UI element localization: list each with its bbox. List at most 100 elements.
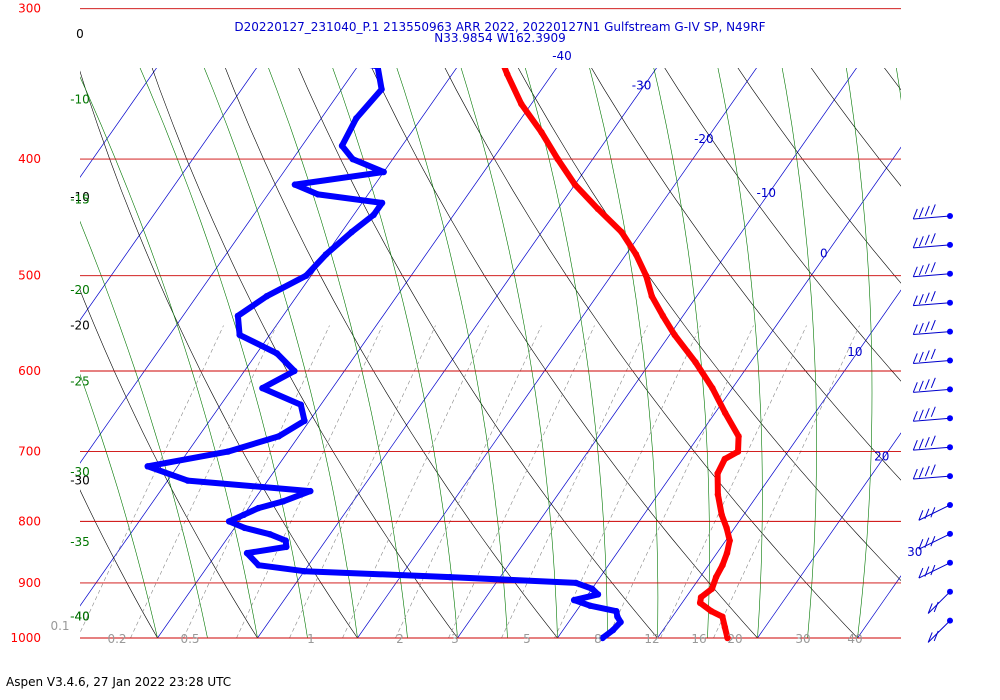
dewpoint-profile-point (378, 199, 386, 207)
dry-adiabat-line (225, 68, 558, 639)
wind-barb-feather (930, 406, 936, 417)
wind-barb-staff (913, 273, 951, 278)
dry-adiabat-line (591, 68, 901, 481)
wind-barb-staff (913, 446, 951, 451)
wind-barb-feather (912, 266, 918, 277)
wind-barb-feather (924, 566, 930, 577)
wind-barb-feather (924, 321, 930, 332)
dewpoint-profile-point (374, 68, 381, 70)
mixing-ratio-line (607, 325, 754, 639)
temperature-profile-point (618, 228, 625, 236)
dewpoint-profile-point (370, 211, 377, 218)
dry-adiabat-line (737, 68, 901, 284)
temperature-profile-point (642, 272, 650, 279)
temperature-profile-point (692, 359, 699, 366)
wind-barb (918, 502, 953, 521)
isotherm-line (757, 432, 901, 639)
wind-barb-staff (913, 215, 951, 220)
wind-barb-feather (930, 564, 936, 576)
pressure-label: 900 (18, 576, 41, 590)
temperature-profile-point (714, 491, 722, 498)
pressure-label: 800 (18, 514, 41, 528)
pressure-label: 700 (18, 445, 41, 459)
chart-title-line-2: N33.9854 W162.3909 (434, 31, 566, 45)
mixing-ratio-line (713, 325, 860, 639)
dewpoint-profile-point (275, 433, 282, 440)
isotherm-line (0, 0, 400, 638)
wind-barb (912, 233, 953, 249)
dewpoint-profile-point (240, 511, 247, 518)
wind-barb-feather (930, 464, 936, 475)
wind-barb (918, 559, 953, 579)
temperature-profile-point (726, 537, 733, 544)
wind-barb-staff (913, 475, 951, 480)
wind-barb-feather (912, 382, 918, 393)
dewpoint-profile-point (259, 384, 266, 392)
wind-barb (912, 319, 953, 336)
wind-barb (912, 406, 953, 422)
dewpoint-profile-point (349, 155, 356, 163)
dry-adiabat-line (912, 0, 1000, 638)
wind-barb-staff (918, 562, 951, 579)
wind-barb-feather (924, 508, 930, 519)
dewpoint-profile-point (588, 585, 596, 592)
wind-barb-staff (918, 533, 951, 550)
moist-adiabat-label: -40 (70, 610, 90, 624)
dewpoint-profile-point (301, 568, 308, 575)
wind-barb-feather (918, 207, 924, 218)
temperature-profile-point (659, 312, 667, 320)
isotherm-line (257, 68, 657, 639)
dewpoint-profile-point (255, 504, 262, 512)
pressure-label: 300 (18, 2, 41, 16)
temperature-profile-point (504, 70, 511, 78)
wind-barb-feather (912, 237, 918, 249)
wind-barb (912, 262, 953, 278)
temperature-profile-point (718, 511, 725, 518)
altitude-label: -40 (70, 610, 90, 624)
mixing-ratio-line (554, 325, 701, 639)
altitude-label: -30 (70, 474, 90, 488)
isotherm-line (80, 68, 157, 178)
isotherm-label: -20 (694, 132, 714, 146)
dewpoint-profile-point (291, 367, 298, 375)
wind-barb-staff (913, 360, 951, 364)
dewpoint-profile-point (241, 524, 248, 532)
dewpoint-profile-point (307, 487, 314, 495)
temperature-profile-point (554, 155, 561, 163)
temperature-profile-point (721, 455, 728, 463)
wind-barb-feather (924, 205, 930, 217)
temperature-profile-point (708, 585, 716, 592)
wind-barb (918, 530, 953, 550)
mixing-ratio-label: 2 (396, 632, 404, 646)
isotherm-line (0, 0, 200, 638)
dewpoint-profile-point (266, 531, 274, 538)
footer-version: Aspen V3.4.6, 27 Jan 2022 23:28 UTC (6, 675, 232, 689)
wind-barb-feather (930, 290, 936, 302)
dry-adiabat-line (757, 0, 1000, 638)
moist-adiabat-label: -25 (70, 374, 90, 388)
wind-barb (912, 435, 953, 451)
dewpoint-profile-point (291, 181, 299, 188)
wind-barb-feather (924, 537, 930, 548)
mixing-ratio-line (80, 325, 224, 634)
moist-adiabat-line (717, 68, 763, 639)
dewpoint-profile-point (255, 562, 262, 569)
dewpoint-profile-point (226, 33, 232, 39)
temperature-profile-point (671, 331, 678, 339)
wind-barb-feather (924, 234, 930, 246)
wind-barb-feather (912, 208, 918, 220)
temperature-profile-point (571, 181, 579, 188)
temperature-profile-point (648, 293, 655, 300)
temperature-profile-point (723, 549, 731, 557)
wind-barb-feather (918, 567, 924, 579)
dewpoint-profile-point (184, 477, 191, 484)
dewpoint-profile-point (302, 272, 310, 279)
wind-barb-feather (912, 439, 918, 451)
wind-barb-feather (927, 603, 933, 614)
wind-barb-feather (930, 233, 936, 244)
isotherm-label: 20 (874, 449, 889, 463)
dewpoint-profile-point (446, 573, 454, 581)
temperature-profile-point (723, 524, 730, 532)
dewpoint-profile-point (286, 47, 292, 53)
dewpoint-profile-point (613, 608, 620, 615)
